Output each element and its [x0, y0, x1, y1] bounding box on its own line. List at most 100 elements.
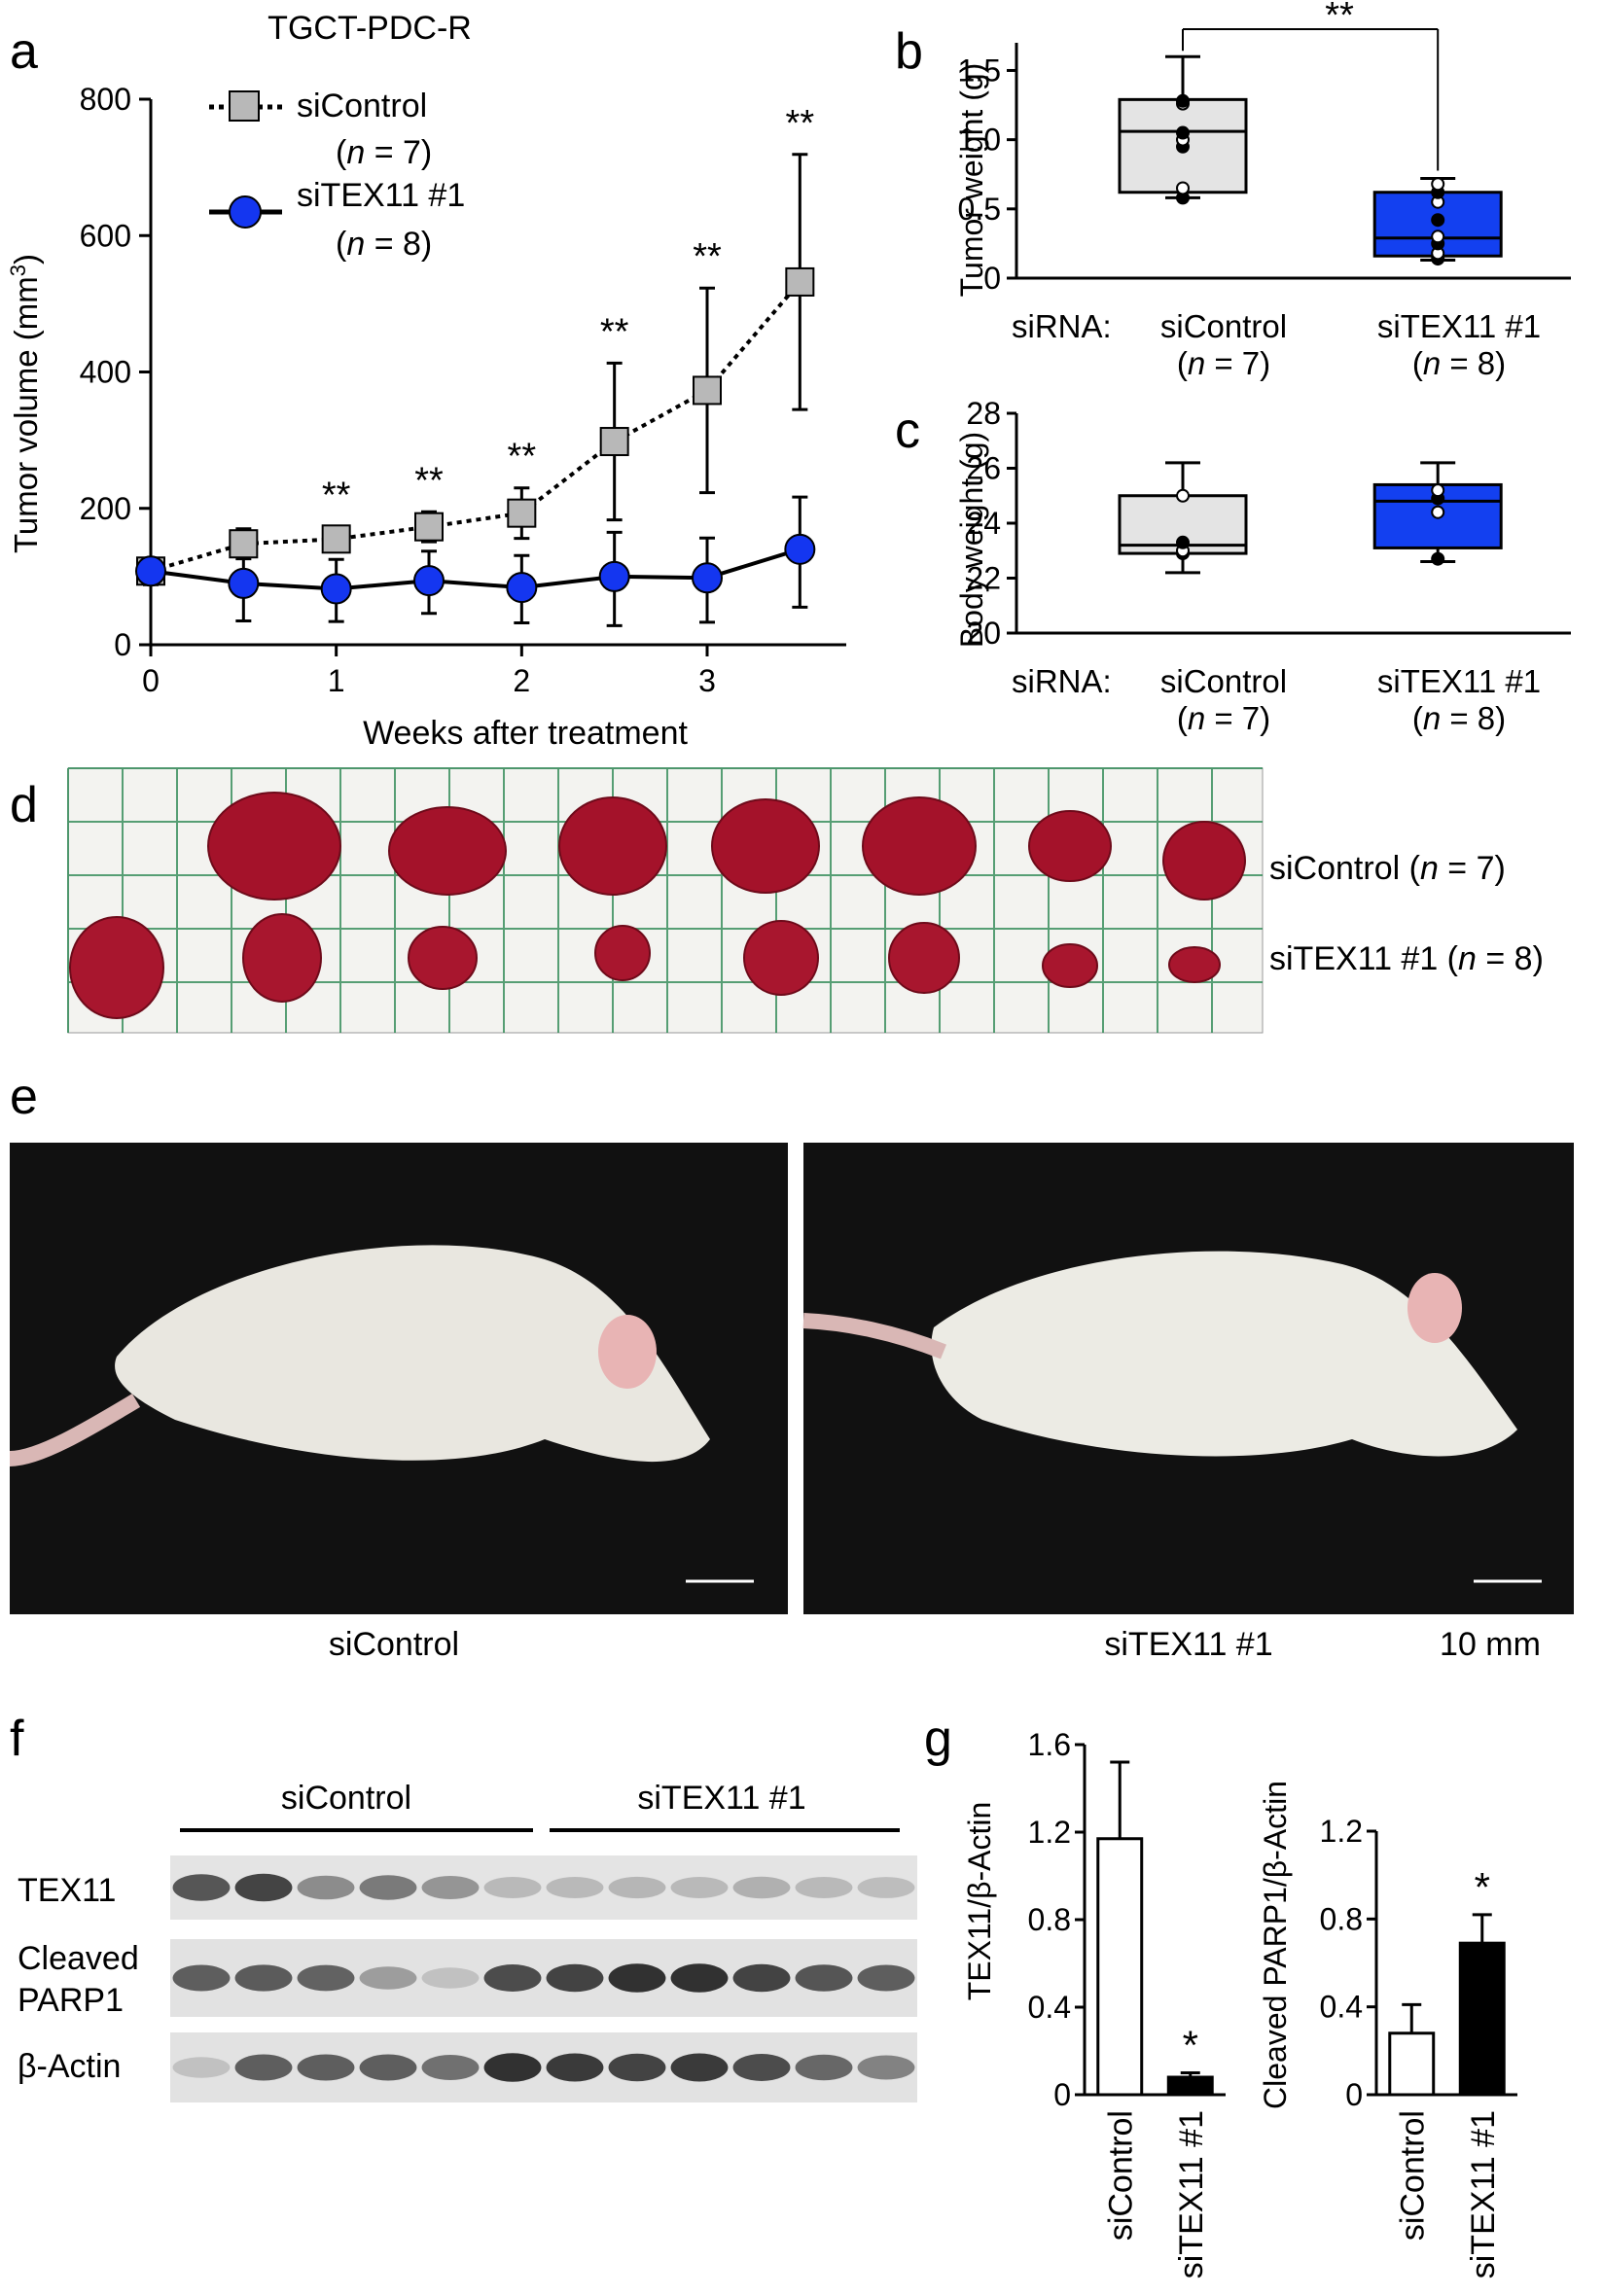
a-significance: **	[322, 476, 351, 516]
g2-bar	[1458, 1941, 1506, 2097]
blot-band	[172, 1964, 231, 1992]
blot-band	[421, 2055, 480, 2080]
g2-ytick-label: 0.8	[1320, 1901, 1363, 1936]
blot-band	[421, 1876, 480, 1899]
blot-band	[234, 1964, 293, 1992]
tumor-tex	[594, 925, 651, 981]
a-xtick-label: 1	[328, 663, 345, 698]
g2-category-label: siControl	[1394, 2110, 1431, 2241]
chart-b-ylabel: Tumor weight (g)	[954, 63, 989, 298]
blot-band	[857, 1877, 915, 1898]
g2-significance: *	[1475, 1864, 1490, 1910]
blot-band	[359, 2054, 417, 2081]
mouse-silhouette-control	[115, 1245, 711, 1463]
c-point	[1176, 488, 1190, 503]
b-ytick-label: 1.5	[958, 53, 1001, 88]
blot-band	[297, 2054, 355, 2081]
a-point-control	[693, 375, 722, 406]
a-significance: **	[414, 460, 444, 501]
c-ytick-label: 22	[966, 561, 1001, 596]
mouse-silhouette-tex	[931, 1251, 1517, 1457]
a-ytick-label: 800	[80, 82, 131, 117]
blot-group-tex: siTEX11 #1	[637, 1780, 805, 1817]
g1-category-label: siControl	[1102, 2110, 1139, 2241]
blot-row-label-cleaved: Cleaved	[18, 1940, 139, 1977]
tumor-control	[558, 796, 667, 896]
panel-label-f: f	[10, 1711, 24, 1767]
blot-band	[795, 1964, 853, 1992]
c-point	[1431, 551, 1445, 566]
chart-c-n-tex: (n = 8)	[1412, 700, 1506, 736]
a-point-tex	[413, 565, 445, 597]
panel-label-a: a	[10, 23, 38, 80]
tumor-control	[711, 798, 820, 894]
tumor-tex	[69, 916, 164, 1019]
g1-ytick-label: 1.6	[1028, 1727, 1071, 1762]
a-point-control	[507, 498, 537, 528]
a-ytick-label: 200	[80, 491, 131, 526]
g2-ytick-label: 0.4	[1320, 1990, 1363, 2025]
a-significance: **	[693, 236, 722, 277]
blot-band	[670, 1877, 729, 1898]
mouse-ear-control	[598, 1315, 657, 1389]
blot-band	[546, 2053, 604, 2082]
blot-band	[732, 1963, 791, 1993]
panel-label-e: e	[10, 1069, 38, 1125]
blot-row-label-actin: β-Actin	[18, 2048, 121, 2085]
chart-a-title: TGCT-PDC-R	[267, 10, 472, 47]
a-point-tex	[692, 562, 723, 594]
a-point-tex	[506, 572, 538, 604]
blot-band	[670, 1963, 729, 1993]
blot-band	[359, 1875, 417, 1900]
a-point-control	[785, 266, 815, 297]
chart-c-group-tex: siTEX11 #1	[1377, 663, 1541, 699]
b-point	[1176, 125, 1190, 140]
tex11-ratio-chart: TEX11/β-Actin 0 0.4 0.8 1.2 1.6 siControl siTE…	[962, 1727, 1226, 2278]
chart-b-group-control: siControl	[1160, 308, 1287, 344]
c-ytick-label: 20	[966, 616, 1001, 651]
blot-row-label-tex11: TEX11	[18, 1872, 116, 1909]
b-ytick-label: 0.5	[958, 192, 1001, 227]
blot-strip-parp1	[170, 1939, 917, 2017]
blot-band	[421, 1967, 480, 1989]
tumor-control	[862, 796, 977, 896]
a-point-control	[599, 427, 629, 457]
b-significance: **	[1325, 0, 1354, 36]
blot-band	[608, 2053, 666, 2082]
b-ytick-label: 0	[983, 261, 1001, 296]
g1-significance: *	[1183, 2023, 1198, 2068]
blot-band	[857, 1964, 915, 1992]
a-xtick-label: 0	[142, 663, 160, 698]
blot-band	[857, 2055, 915, 2080]
a-ytick-label: 400	[80, 355, 131, 390]
tumor-tex	[242, 913, 322, 1003]
a-point-tex	[320, 573, 352, 605]
a-significance: **	[600, 311, 629, 352]
tumor-control	[207, 792, 341, 901]
chart-b-group-tex: siTEX11 #1	[1377, 308, 1541, 344]
scale-bar-label: 10 mm	[1440, 1626, 1541, 1663]
tumor-volume-chart: TGCT-PDC-R Tumor volume (mm3) Weeks afte…	[6, 10, 846, 752]
blot-band	[234, 1873, 293, 1902]
b-point	[1176, 93, 1190, 108]
blot-band	[795, 1877, 853, 1898]
g2-ytick-label: 0	[1345, 2077, 1363, 2112]
tumor-tex	[408, 926, 478, 990]
c-point	[1176, 535, 1190, 549]
a-point-control	[321, 524, 351, 554]
g1-ytick-label: 0	[1053, 2077, 1071, 2112]
c-point	[1431, 483, 1445, 498]
blot-band	[172, 1874, 231, 1901]
tumor-control	[388, 806, 507, 896]
chart-a-ylabel: Tumor volume (mm3)	[6, 254, 44, 553]
tumor-tex	[888, 922, 960, 994]
chart-a-xlabel: Weeks after treatment	[363, 715, 688, 752]
blot-band	[608, 1963, 666, 1993]
western-blot: siControl siTEX11 #1 TEX11 Cleaved PARP1…	[18, 1780, 917, 2102]
chart-g2-ylabel: Cleaved PARP1/β-Actin	[1258, 1781, 1293, 2109]
blot-band	[608, 1876, 666, 1899]
mouse-tail-tex	[802, 1313, 946, 1360]
tumor-row-tex-label: siTEX11 #1 (n = 8)	[1269, 940, 1544, 977]
c-ytick-label: 28	[966, 396, 1001, 431]
